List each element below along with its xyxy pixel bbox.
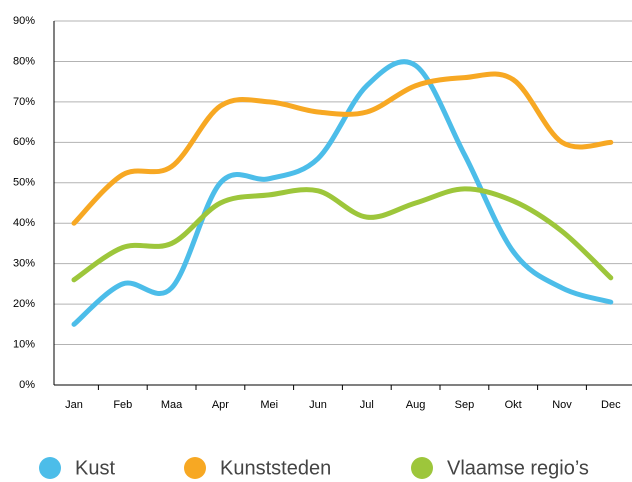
legend-swatch bbox=[184, 457, 206, 479]
y-tick-label: 10% bbox=[13, 338, 35, 350]
x-tick-label: Sep bbox=[455, 399, 475, 411]
x-tick-label: Maa bbox=[161, 399, 183, 411]
line-series bbox=[71, 186, 614, 283]
x-tick-label: Aug bbox=[406, 399, 426, 411]
legend-label: Vlaamse regio’s bbox=[447, 457, 589, 479]
x-tick-label: Jun bbox=[309, 399, 327, 411]
y-tick-label: 50% bbox=[13, 177, 35, 189]
y-tick-label: 0% bbox=[19, 379, 35, 391]
x-tick-label: Jan bbox=[65, 399, 83, 411]
legend-swatch bbox=[411, 457, 433, 479]
legend-label: Kunststeden bbox=[220, 457, 331, 479]
y-tick-label: 80% bbox=[13, 55, 35, 67]
legend-label: Kust bbox=[75, 457, 115, 479]
y-tick-label: 20% bbox=[13, 298, 35, 310]
x-tick-label: Feb bbox=[113, 399, 132, 411]
line-series bbox=[71, 59, 614, 327]
x-tick-label: Nov bbox=[552, 399, 572, 411]
y-tick-label: 60% bbox=[13, 136, 35, 148]
y-tick-label: 70% bbox=[13, 96, 35, 108]
legend-swatch bbox=[39, 457, 61, 479]
x-tick-label: Dec bbox=[601, 399, 621, 411]
y-tick-label: 90% bbox=[13, 15, 35, 27]
y-tick-label: 30% bbox=[13, 258, 35, 270]
x-tick-label: Jul bbox=[360, 399, 374, 411]
x-tick-label: Apr bbox=[212, 399, 229, 411]
x-tick-label: Okt bbox=[505, 399, 522, 411]
x-tick-label: Mei bbox=[260, 399, 278, 411]
line-series bbox=[71, 71, 614, 226]
y-tick-label: 40% bbox=[13, 217, 35, 229]
